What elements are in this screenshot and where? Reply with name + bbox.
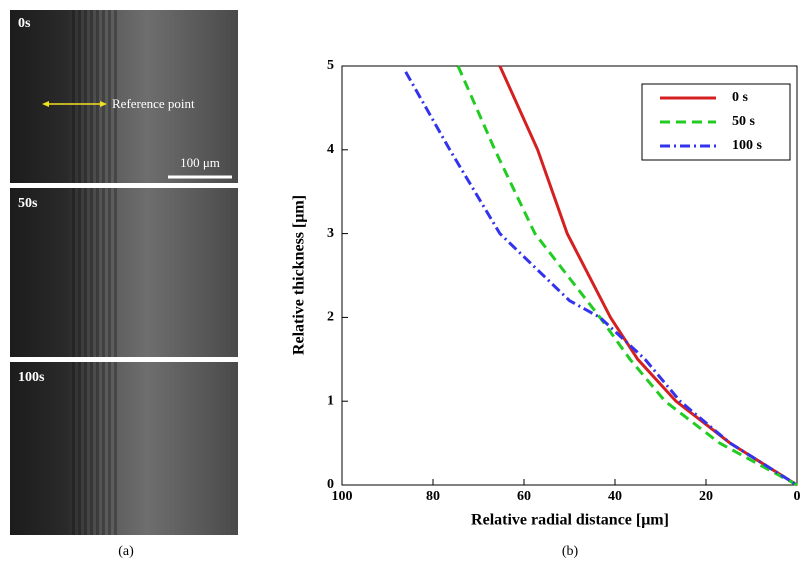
- micrograph-0: 0s Reference point 100 μm: [10, 10, 238, 183]
- annotation: Reference point: [112, 96, 195, 111]
- caption: (a): [118, 544, 134, 559]
- image-label: 0s: [18, 16, 31, 31]
- legend-label: 0 s: [732, 90, 749, 105]
- y-tick-label: 1: [327, 393, 334, 408]
- scale-bar-label: 100 μm: [180, 155, 220, 170]
- plot-frame: [341, 65, 798, 486]
- caption: (b): [562, 544, 579, 559]
- legend-label: 50 s: [732, 114, 756, 129]
- x-tick-label: 100: [332, 489, 353, 504]
- arrow-head: [100, 101, 107, 107]
- y-axis-label: Relative thickness [μm]: [291, 195, 308, 355]
- x-tick-label: 40: [608, 489, 622, 504]
- image-label: 100s: [18, 370, 45, 385]
- x-tick-label: 20: [699, 489, 713, 504]
- arrow-head: [42, 101, 49, 107]
- x-axis-label: Relative radial distance [μm]: [471, 512, 669, 529]
- x-tick-label: 60: [517, 489, 531, 504]
- y-tick-label: 2: [327, 310, 334, 325]
- image-label: 50s: [18, 196, 38, 211]
- y-tick-label: 5: [327, 58, 334, 73]
- x-tick-label: 80: [426, 489, 440, 504]
- legend-label: 100 s: [732, 138, 763, 153]
- series-line: [404, 71, 798, 487]
- micrograph-1: 50s: [10, 188, 238, 357]
- y-tick-label: 4: [327, 142, 334, 157]
- y-tick-label: 0: [327, 477, 334, 492]
- micrograph-2: 100s: [10, 362, 238, 535]
- x-tick-label: 0: [794, 489, 801, 504]
- series-line: [456, 65, 798, 487]
- y-tick-label: 3: [327, 226, 334, 241]
